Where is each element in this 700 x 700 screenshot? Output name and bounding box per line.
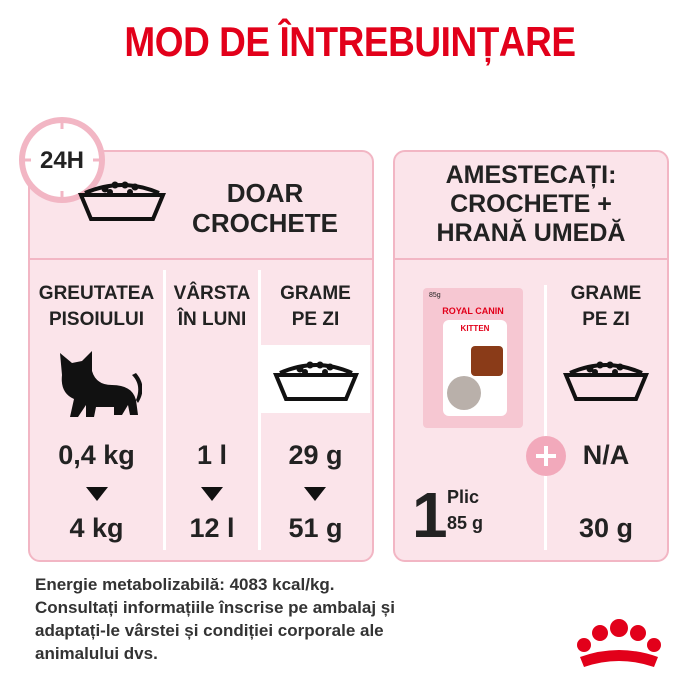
pouch-weight-print: 85g [429,292,441,299]
divider [30,258,372,260]
column-header-line: VÂRSTA [173,283,251,304]
divider [544,285,547,550]
divider [395,258,667,260]
column-header-line: PISOIULUI [48,309,144,330]
right-header: AMESTECAȚI: CROCHETE + HRANĂ UMEDĂ [395,161,667,248]
pouch-unit: Plic [447,487,480,507]
divider [163,270,166,550]
header-line: DOAR [226,178,304,208]
footer-line: Energie metabolizabilă: 4083 kcal/kg. [35,575,335,594]
left-header: DOAR CROCHETE [170,178,360,238]
food-image [471,346,503,376]
kitten-icon [60,351,142,417]
column-header-line: GRAME [570,283,642,304]
value-to: 4 kg [69,513,124,543]
arrow [201,487,223,501]
column-header: GRAME PE ZI [547,281,665,333]
footer-line: animalului dvs. [35,644,158,663]
badge-ring [19,117,105,203]
pouch-weight: 85 g [447,513,484,533]
column-header: GRAME PE ZI [261,281,370,333]
header-line: CROCHETE [192,208,338,238]
column-header-line: PE ZI [291,309,340,330]
column-header-line: GRAME [280,283,351,304]
plus-icon [526,436,566,476]
value-from: N/A [582,440,630,470]
header-line: CROCHETE + [450,190,612,218]
bowl-icon [273,361,359,401]
header-line: HRANĂ UMEDĂ [436,219,626,247]
column-header-line: PE ZI [582,309,630,330]
column-header: GREUTATEA PISOIULUI [30,281,163,333]
value-from: 29 g [288,440,343,470]
pouch-count: 1 [412,479,448,551]
column-header-line: GREUTATEA [38,283,155,304]
badge-ticks [25,123,99,197]
column-header: VÂRSTA ÎN LUNI [166,281,258,333]
value-to: 30 g [578,513,634,543]
bowl-icon [563,361,649,401]
clock-badge [19,117,105,203]
pouch-product: KITTEN [460,324,490,333]
divider [258,270,261,550]
arrow [86,487,108,501]
value-to: 51 g [288,513,343,543]
pouch-brand: ROYAL CANIN [442,306,504,316]
value-from: 0,4 kg [58,440,135,470]
arrow [304,487,326,501]
badge-text: 24H [39,147,85,174]
value-to: 12 l [189,513,235,543]
footer-line: Consultați informațiile înscrise pe amba… [35,598,395,617]
footer-line: adaptați-le vârstei și condiției corpora… [35,621,384,640]
cat-image [447,376,481,410]
bowl-icon [78,181,166,221]
brand-logo [577,619,661,667]
pouch-image: 85g ROYAL CANIN KITTEN [423,288,523,428]
header-line: AMESTECAȚI: [445,161,617,189]
column-header-line: ÎN LUNI [177,309,247,330]
value-from: 1 l [196,440,228,470]
page-title: MOD DE ÎNTREBUINȚARE [124,18,576,65]
